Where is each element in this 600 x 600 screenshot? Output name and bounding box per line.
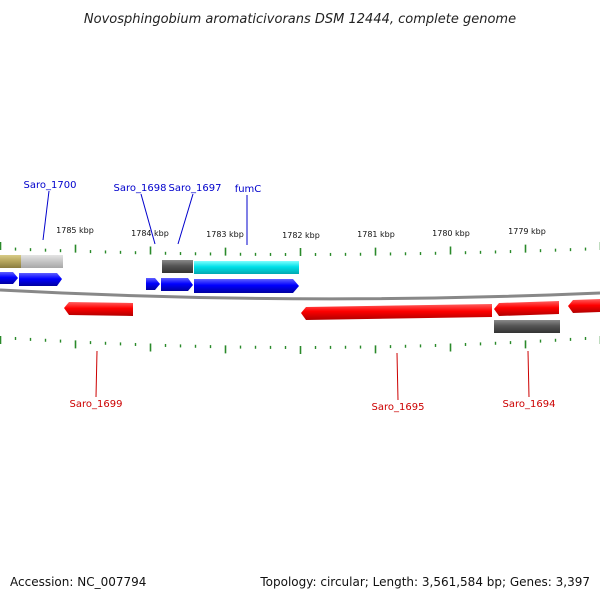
kbp-label-1781: 1781 kbp [357, 230, 395, 239]
gene-label-saro-1697[interactable]: Saro_1697 [169, 183, 222, 194]
cds-saro-1699[interactable] [64, 302, 133, 316]
cds-forward-4[interactable] [161, 278, 193, 291]
kbp-label-1785: 1785 kbp [56, 226, 94, 235]
leader-saro-1697 [177, 193, 194, 245]
gene-labels: Saro_1700 Saro_1698 Saro_1697 fumC Saro_… [24, 180, 556, 413]
genome-backbone [0, 288, 600, 301]
cds-saro-1695[interactable] [301, 304, 492, 320]
cds-forward-1[interactable] [0, 272, 18, 284]
leader-saro-1698 [140, 193, 156, 245]
cds-saro-1694[interactable] [494, 301, 559, 316]
feature-partial-olive[interactable] [0, 255, 21, 268]
kbp-label-1784: 1784 kbp [131, 229, 169, 238]
kbp-scale: 1785 kbp 1784 kbp 1783 kbp 1782 kbp 1781… [56, 226, 546, 240]
forward-strand-track [0, 272, 299, 293]
leader-saro-1700 [42, 190, 50, 241]
kbp-label-1780: 1780 kbp [432, 229, 470, 238]
cds-forward-5[interactable] [194, 279, 299, 293]
feature-rna-gray[interactable] [162, 260, 193, 273]
kbp-label-1783: 1783 kbp [206, 230, 244, 239]
cds-forward-3[interactable] [146, 278, 160, 290]
map-title: Novosphingobium aromaticivorans DSM 1244… [84, 12, 516, 27]
upper-tick-track [0, 242, 600, 256]
gene-label-saro-1694[interactable]: Saro_1694 [503, 399, 556, 410]
leader-saro-1695 [396, 352, 399, 401]
genome-summary-text: Topology: circular; Length: 3,561,584 bp… [259, 575, 590, 589]
upper-feature-track [0, 255, 299, 274]
lower-tick-track [0, 336, 600, 354]
reverse-strand-track [64, 299, 600, 320]
feature-fumC-cyan[interactable] [194, 261, 299, 274]
gene-label-saro-1700[interactable]: Saro_1700 [24, 180, 77, 191]
gene-label-saro-1695[interactable]: Saro_1695 [372, 402, 425, 413]
kbp-label-1779: 1779 kbp [508, 227, 546, 236]
feature-rna-gray-lower[interactable] [494, 320, 560, 333]
gene-label-fumC[interactable]: fumC [235, 184, 262, 195]
gene-label-saro-1698[interactable]: Saro_1698 [114, 183, 167, 194]
gene-label-leaders [42, 190, 530, 401]
kbp-label-1782: 1782 kbp [282, 231, 320, 240]
leader-saro-1699 [95, 350, 98, 398]
cds-reverse-edge[interactable] [568, 299, 600, 313]
leader-saro-1694 [527, 350, 530, 398]
cds-forward-2[interactable] [19, 273, 62, 286]
accession-text: Accession: NC_007794 [10, 575, 146, 589]
gene-label-saro-1699[interactable]: Saro_1699 [70, 399, 123, 410]
feature-light-gray[interactable] [21, 255, 63, 268]
